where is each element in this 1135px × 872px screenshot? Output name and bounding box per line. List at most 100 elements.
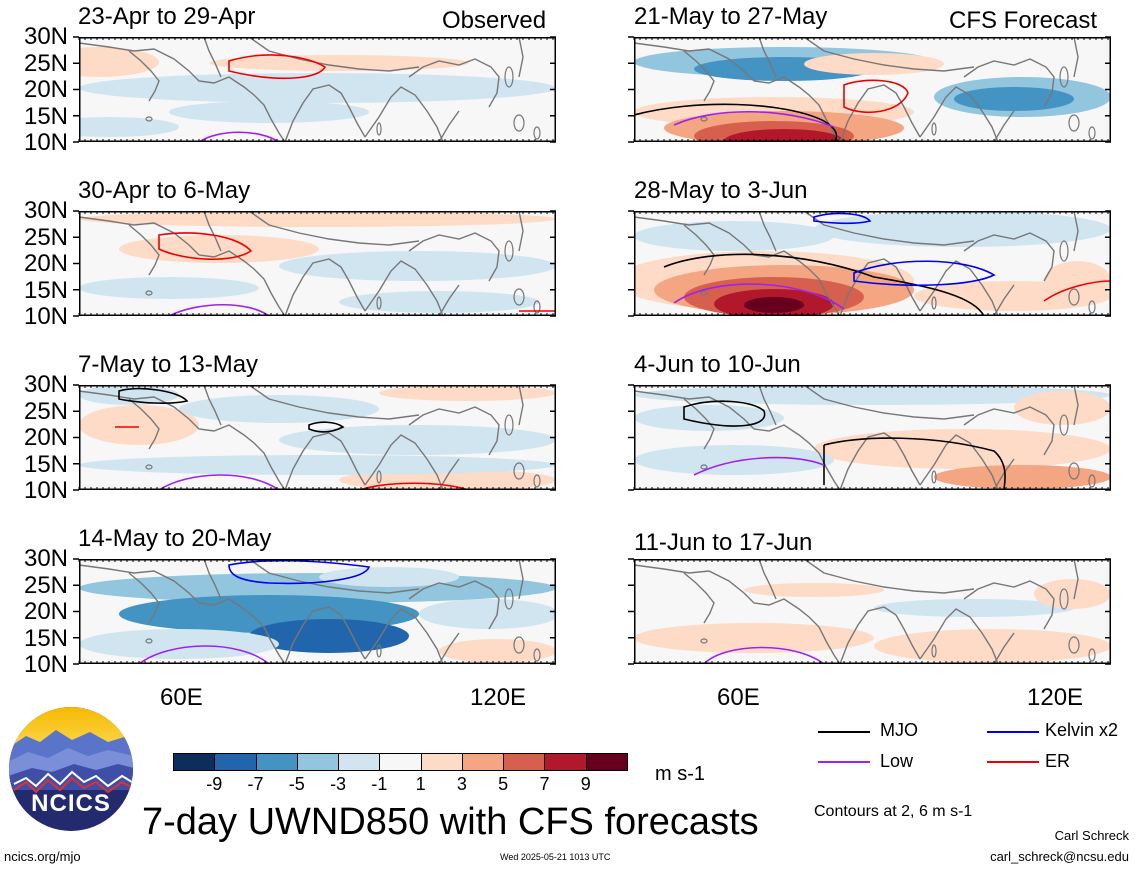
contour-line [843,79,909,114]
colorbar-label: 1 [415,774,426,794]
colorbar-label: 5 [498,774,509,794]
shading-region [339,291,539,313]
contour-line [693,456,825,476]
colorbar-swatch [379,753,422,771]
colorbar-swatch [544,753,587,771]
shading-region [439,639,556,663]
lat-label: 10N [23,303,68,330]
island-outline [504,66,514,88]
coastline [203,385,222,426]
island-outline [533,300,541,314]
colorbar-swatch [173,753,216,771]
coastline [284,84,366,142]
footer-timestamp: Wed 2025-05-21 1013 UTC [500,852,611,862]
shading-region [804,53,944,75]
coastline [839,432,921,490]
legend-line-mjo [818,731,870,733]
coastline [203,37,222,78]
coastline [1073,559,1079,600]
footer-email[interactable]: carl_schreck@ncsu.edu [990,849,1129,864]
coastline [758,559,777,600]
coastline [803,211,975,246]
logo-text: NCICS [31,790,111,817]
coastline [993,458,1015,490]
legend-line-low [818,761,870,763]
shading-region [79,455,556,475]
map-panel [628,210,1111,317]
map-panel [628,384,1111,491]
contour-line [308,421,345,433]
panel-title: 11-Jun to 17-Jun [634,529,813,556]
lat-label: 30N [23,545,68,572]
contour-line [138,645,270,664]
shading-region [79,47,159,77]
coastline [963,406,1055,456]
shading-region [79,117,179,137]
island-outline [504,588,514,610]
shading-region [179,395,379,423]
shading-region [419,599,556,629]
footer-url[interactable]: ncics.org/mjo [4,849,81,864]
contour-line [823,437,1006,490]
colorbar-label: -3 [330,774,347,794]
island-outline [376,296,382,310]
coastline [203,559,222,600]
shading-region [319,567,459,587]
island-outline [1068,288,1080,306]
coastline [203,211,222,252]
island-outline [700,464,708,470]
contour-line [198,131,280,142]
shading-region [169,101,369,123]
lat-label: 20N [23,250,68,277]
shading-region [634,559,1111,577]
coastline [248,211,420,246]
legend-label: MJO [880,720,918,740]
lon-label: 60E [160,684,203,711]
legend-label: Low [880,751,914,771]
coastline [438,632,460,664]
colorbar-swatch [461,753,505,771]
coastline [993,632,1015,664]
island-outline [504,414,514,436]
lat-label: 25N [23,572,68,599]
lat-label: 15N [23,625,68,652]
colorbar-swatch [214,753,257,771]
lat-label: 30N [23,23,68,50]
coastline [518,37,524,78]
shading-region [339,77,539,97]
island-outline [145,464,153,470]
contour-line [118,387,189,404]
island-outline [533,474,541,488]
coastline [803,37,975,72]
contour-line [168,304,270,316]
island-outline [145,116,153,122]
lat-label: 15N [23,103,68,130]
shading-region [954,87,1074,111]
lat-label: 25N [23,398,68,425]
coastline [284,606,366,664]
contour-note: Contours at 2, 6 m s-1 [814,803,973,820]
shading-region [634,623,874,653]
shading-region [744,297,804,313]
island-outline [931,122,937,136]
shading-region [209,55,469,71]
island-outline [513,114,525,132]
shading-region [814,429,1111,469]
contour-line [228,559,371,585]
colorbar-label: -5 [288,774,305,794]
shading-region [379,385,556,401]
coastline [919,608,999,664]
colorbar-label: 9 [580,774,591,794]
coastline [518,559,524,600]
coastline [839,258,921,316]
panel-title: 4-Jun to 10-Jun [634,351,801,378]
contour-line [853,260,996,287]
map-panel [628,558,1111,665]
coastline [79,216,286,316]
lat-label: 25N [23,50,68,77]
lat-label: 30N [23,371,68,398]
contour-line [158,474,280,490]
island-outline [1088,126,1096,140]
lon-label: 120E [1027,684,1084,711]
coastline [408,406,500,456]
